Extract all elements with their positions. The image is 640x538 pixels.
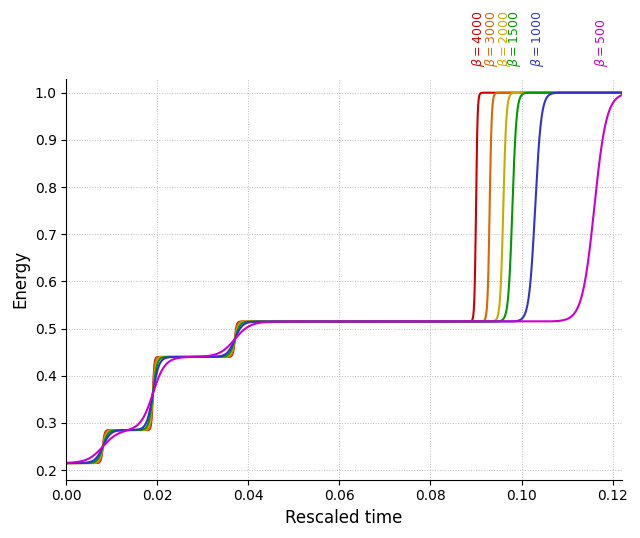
Text: $\beta = 1500$: $\beta = 1500$ (506, 11, 523, 67)
Y-axis label: Energy: Energy (11, 250, 29, 308)
Text: $\beta = 2000$: $\beta = 2000$ (496, 11, 513, 67)
Text: $\beta = 3000$: $\beta = 3000$ (483, 11, 500, 67)
Text: $\beta = 4000$: $\beta = 4000$ (470, 11, 487, 67)
Text: $\beta = 1000$: $\beta = 1000$ (529, 11, 546, 67)
Text: $\beta = 500$: $\beta = 500$ (593, 19, 610, 67)
X-axis label: Rescaled time: Rescaled time (285, 509, 403, 527)
